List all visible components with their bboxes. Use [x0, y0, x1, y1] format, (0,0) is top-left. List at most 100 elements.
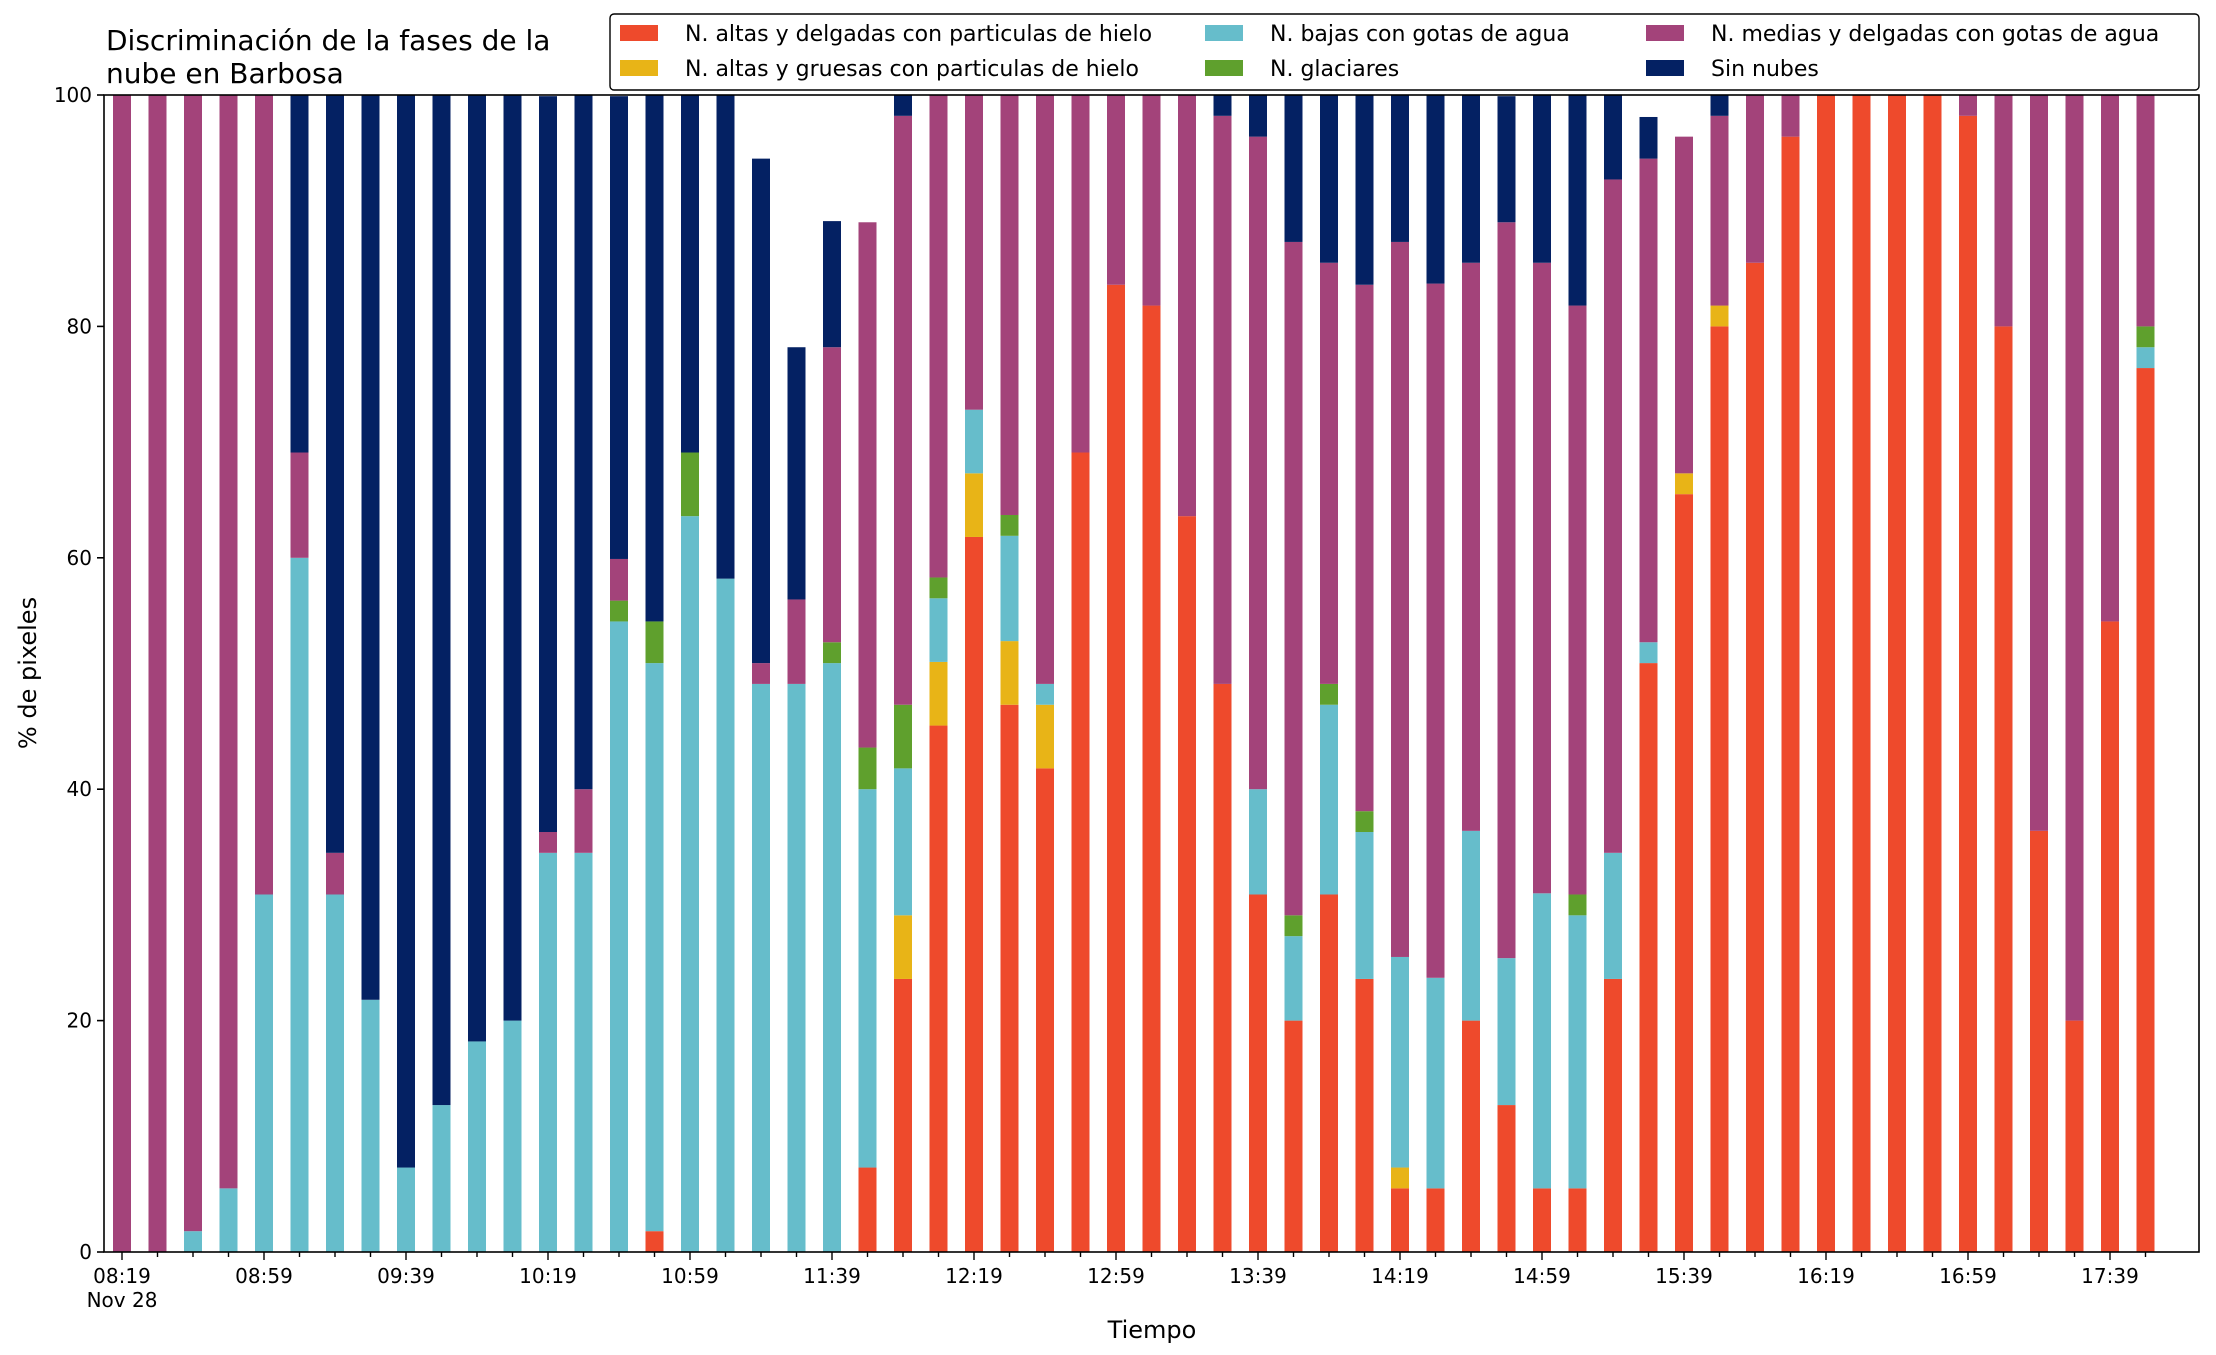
bar-segment-1009-series-2	[503, 1020, 522, 1252]
bar-segment-1409-series-5	[1355, 95, 1374, 285]
bar-segment-0909-series-4	[290, 452, 309, 558]
bar-segment-1349-series-3	[1284, 915, 1303, 937]
bar-segment-0949-series-5	[432, 95, 451, 1106]
bar-segment-1549-series-0	[1710, 326, 1729, 1252]
bar-segment-1139-series-5	[823, 221, 841, 348]
bar-segment-1429-series-2	[1426, 977, 1445, 1189]
x-tick-label: Nov 28	[87, 1288, 158, 1312]
bar-segment-1459-series-0	[1533, 1188, 1551, 1252]
x-tick-label: 12:59	[1087, 1264, 1145, 1288]
bar-segment-1039-series-5	[610, 96, 628, 559]
bar-segment-1239-series-4	[1036, 95, 1054, 684]
bar-segment-1519-series-2	[1604, 852, 1622, 979]
bar-segment-1209-series-4	[929, 95, 948, 578]
bar-segment-1259-series-0	[1107, 284, 1125, 1252]
bar-segment-1319-series-4	[1178, 95, 1196, 517]
bar-segment-1729-series-0	[2065, 1020, 2084, 1252]
x-tick-label: 11:39	[803, 1264, 861, 1288]
bar-segment-1239-series-2	[1036, 683, 1054, 705]
x-tick-label: 12:19	[945, 1264, 1003, 1288]
y-tick-label-60: 60	[67, 546, 92, 570]
bar-segment-1609-series-0	[1781, 136, 1800, 1252]
x-tick-label: 08:59	[235, 1264, 293, 1288]
bar-segment-1539-series-1	[1675, 473, 1693, 495]
bar-segment-1109-series-5	[716, 95, 735, 579]
bar-segment-1559-series-4	[1746, 95, 1764, 263]
bar-segment-1059-series-3	[681, 452, 699, 517]
bar-segment-0849-series-2	[219, 1188, 238, 1252]
legend-swatch	[1205, 60, 1243, 76]
legend-label: N. altas y delgadas con particulas de hi…	[685, 22, 1152, 47]
bar-segment-1709-series-0	[1994, 326, 2013, 1252]
bar-segment-0819-series-4	[113, 95, 131, 1252]
bar-segment-1019-series-2	[539, 852, 557, 1252]
bar-segment-1139-series-4	[823, 347, 841, 643]
bar-segment-1059-series-5	[681, 95, 699, 453]
bar-segment-1229-series-2	[1000, 535, 1019, 642]
bar-segment-1409-series-2	[1355, 832, 1374, 979]
bar-segment-1349-series-5	[1284, 95, 1303, 242]
bar-segment-0919-series-4	[326, 852, 344, 895]
bar-segment-1129-series-5	[787, 347, 806, 600]
bar-segment-1359-series-0	[1320, 894, 1338, 1252]
bar-segment-1149-series-0	[858, 1167, 877, 1252]
bar-segment-1629-series-0	[1852, 95, 1871, 1252]
bar-segment-1409-series-0	[1355, 978, 1374, 1252]
bar-segment-1649-series-0	[1923, 95, 1942, 1252]
bar-segment-1049-series-2	[645, 663, 664, 1232]
bar-segment-1419-series-2	[1391, 956, 1409, 1168]
bar-segment-1549-series-4	[1710, 115, 1729, 306]
bar-segment-1529-series-5	[1639, 116, 1658, 159]
chart-title-line: Discriminación de la fases de la	[106, 24, 550, 57]
legend-label: N. altas y gruesas con particulas de hie…	[685, 57, 1139, 82]
bar-segment-1659-series-4	[1959, 95, 1977, 116]
bar-segment-1449-series-5	[1497, 96, 1516, 223]
bar-segment-1639-series-0	[1888, 95, 1906, 1252]
bar-segment-1539-series-0	[1675, 494, 1693, 1252]
bar-segment-1129-series-2	[787, 683, 806, 1252]
bar-segment-1749-series-3	[2136, 326, 2155, 348]
bar-segment-1159-series-3	[894, 704, 912, 769]
x-tick-label: 13:39	[1229, 1264, 1287, 1288]
bar-segment-1119-series-5	[752, 158, 770, 664]
bar-segment-1229-series-0	[1000, 704, 1019, 1252]
bar-segment-1029-series-4	[574, 789, 593, 853]
bar-segment-1619-series-0	[1817, 95, 1835, 1252]
bar-segment-1209-series-3	[929, 577, 948, 599]
bar-segment-1459-series-2	[1533, 893, 1551, 1189]
bar-segment-1339-series-0	[1249, 894, 1267, 1252]
bar-segment-1329-series-4	[1213, 115, 1232, 684]
bar-segment-0849-series-4	[219, 95, 238, 1189]
bar-segment-1149-series-4	[858, 222, 877, 748]
bar-segment-0839-series-4	[184, 95, 202, 1232]
bar-segment-1049-series-0	[645, 1231, 664, 1252]
bar-segment-0929-series-5	[361, 95, 380, 1000]
bar-segment-1119-series-4	[752, 663, 770, 684]
bar-segment-1509-series-3	[1568, 894, 1587, 916]
bar-segment-1429-series-5	[1426, 95, 1445, 284]
legend-swatch	[1646, 25, 1684, 41]
bar-segment-1549-series-5	[1710, 95, 1729, 116]
bar-segment-1239-series-1	[1036, 704, 1054, 769]
bar-segment-1419-series-5	[1391, 95, 1409, 242]
bar-segment-1519-series-4	[1604, 179, 1622, 853]
bar-segment-1159-series-1	[894, 915, 912, 979]
bar-segment-1429-series-4	[1426, 283, 1445, 978]
bar-segment-1659-series-0	[1959, 115, 1977, 1253]
y-axis-label: % de pixeles	[14, 597, 42, 749]
bar-segment-1239-series-0	[1036, 768, 1054, 1252]
bar-segment-0959-series-5	[468, 95, 486, 1042]
bar-segment-1509-series-5	[1568, 95, 1587, 306]
bar-segment-1419-series-4	[1391, 241, 1409, 957]
bar-segment-1019-series-5	[539, 96, 557, 833]
y-axis: 0 20 40 60 80 100	[54, 83, 104, 1264]
bar-layer	[113, 95, 2155, 1253]
bar-segment-1359-series-2	[1320, 704, 1338, 895]
bar-segment-1709-series-4	[1994, 95, 2013, 327]
bar-segment-1439-series-2	[1462, 830, 1480, 1021]
bar-segment-1359-series-5	[1320, 95, 1338, 263]
bar-segment-1509-series-0	[1568, 1188, 1587, 1252]
legend-label: N. bajas con gotas de agua	[1270, 22, 1570, 47]
bar-segment-1229-series-4	[1000, 95, 1019, 515]
